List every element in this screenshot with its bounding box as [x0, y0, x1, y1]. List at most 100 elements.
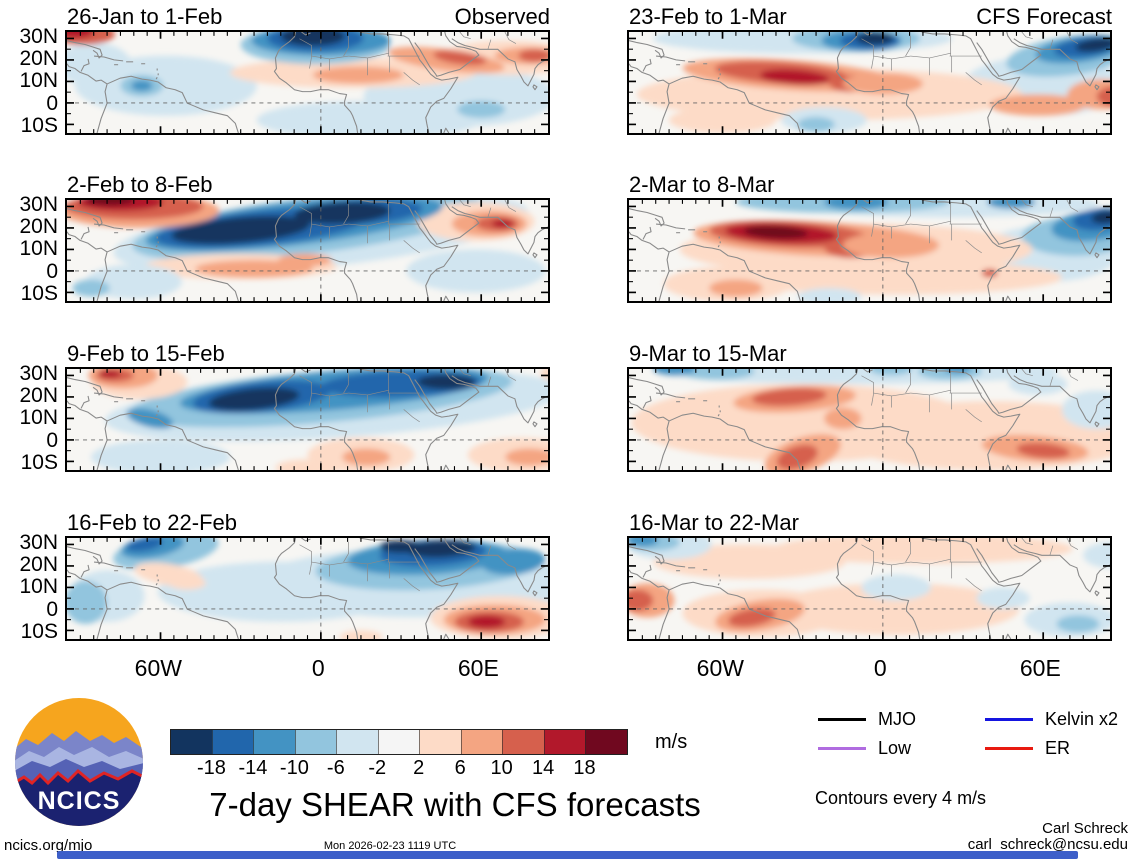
panel-title: 2-Mar to 8-Mar	[629, 172, 775, 197]
lat-tick-label: 10S	[20, 282, 58, 306]
colorbar-cell	[460, 730, 503, 754]
lon-tick-label: 60W	[134, 655, 182, 681]
colorbar-cell	[543, 730, 586, 754]
contour-map-svg	[629, 200, 1110, 301]
credit-email: carl_schreck@ncsu.edu	[967, 836, 1128, 853]
lat-tick-label: 10N	[19, 237, 58, 261]
lat-tick-label: 30N	[19, 24, 58, 48]
colorbar-cell	[419, 730, 461, 754]
map-panel-obs-week1: 26-Jan to 1-Feb Observed	[65, 3, 550, 135]
colorbar-tick-label: 14	[531, 757, 555, 779]
colorbar-tick-label: 2	[413, 757, 425, 779]
lat-tick-label: 10N	[19, 69, 58, 93]
logo-base	[15, 771, 143, 826]
colorbar-tick-label: 18	[573, 757, 596, 779]
map-panel-fcst-week2: 2-Mar to 8-Mar	[627, 171, 1112, 303]
lon-tick-label: 60E	[457, 655, 499, 681]
lat-tick-label: 20N	[19, 47, 58, 71]
colorbar-cell	[377, 730, 420, 754]
panel-corner-label: Observed	[454, 4, 550, 29]
mjo-line-swatch	[818, 717, 866, 721]
colorbar-tick-label: 10	[490, 757, 513, 779]
shear-anomaly-map	[65, 30, 550, 135]
timestamp: Mon 2026-02-23 1119 UTC	[323, 840, 457, 852]
low-line-swatch	[818, 746, 866, 750]
panel-corner-label: CFS Forecast	[976, 4, 1112, 29]
contour-map-svg	[629, 32, 1110, 133]
lat-tick-label: 0	[46, 259, 58, 283]
logo-text: NCICS	[38, 787, 121, 815]
map-panel-obs-week4: 16-Feb to 22-Feb	[65, 509, 550, 641]
kelvin-line-swatch	[985, 717, 1033, 721]
ncics-logo: NCICS	[15, 698, 143, 826]
shear-anomaly-map	[627, 536, 1112, 641]
lon-tick-label: 0	[311, 655, 325, 681]
colorbar-tick-label: -10	[279, 757, 309, 779]
lat-tick-label: 10N	[19, 406, 58, 430]
shear-anomaly-map	[65, 367, 550, 472]
lon-tick-label: 0	[873, 655, 887, 681]
panel-title: 2-Feb to 8-Feb	[67, 172, 213, 197]
lat-tick-label: 0	[46, 428, 58, 452]
map-panel-fcst-week3: 9-Mar to 15-Mar	[627, 340, 1112, 472]
contour-interval-note: Contours every 4 m/s	[815, 788, 987, 808]
colorbar	[170, 729, 628, 755]
map-panel-obs-week3: 9-Feb to 15-Feb	[65, 340, 550, 472]
legend-label: ER	[1045, 737, 1071, 758]
panel-title: 16-Mar to 22-Mar	[629, 510, 799, 535]
lat-tick-label: 30N	[19, 530, 58, 554]
colorbar-unit: m/s	[655, 731, 688, 753]
lat-tick-label: 10S	[20, 451, 58, 475]
shear-anomaly-map	[627, 198, 1112, 303]
panel-title: 23-Feb to 1-Mar	[629, 4, 787, 29]
panel-title: 16-Feb to 22-Feb	[67, 510, 237, 535]
map-panel-fcst-week1: 23-Feb to 1-Mar CFS Forecast	[627, 3, 1112, 135]
contour-map-svg	[67, 200, 548, 301]
credit-name: Carl Schreck	[1042, 820, 1128, 837]
shear-anomaly-map	[65, 536, 550, 641]
panel-title: 26-Jan to 1-Feb	[67, 4, 223, 29]
lat-tick-label: 20N	[19, 384, 58, 408]
lat-tick-label: 20N	[19, 553, 58, 577]
colorbar-tick-label: 6	[454, 757, 466, 779]
lat-tick-label: 0	[46, 597, 58, 621]
legend-item-low: Low	[818, 737, 911, 759]
colorbar-cell	[253, 730, 295, 754]
contour-map-svg	[629, 538, 1110, 639]
lat-tick-label: 10N	[19, 575, 58, 599]
colorbar-tick-label: -18	[197, 757, 226, 779]
contour-map-svg	[67, 369, 548, 470]
colorbar-cell	[336, 730, 378, 754]
lat-tick-label: 20N	[19, 215, 58, 239]
legend-label: Kelvin x2	[1045, 708, 1119, 729]
animation-progress-bar[interactable]	[57, 851, 1078, 859]
contour-map-svg	[629, 369, 1110, 470]
source-url: ncics.org/mjo	[4, 837, 93, 854]
lat-tick-label: 30N	[19, 192, 58, 216]
lat-tick-label: 0	[46, 91, 58, 115]
panel-title: 9-Feb to 15-Feb	[67, 341, 225, 366]
colorbar-cell	[211, 730, 254, 754]
figure-title: 7-day SHEAR with CFS forecasts	[209, 786, 701, 823]
er-line-swatch	[985, 746, 1033, 750]
map-panel-fcst-week4: 16-Mar to 22-Mar	[627, 509, 1112, 641]
shear-anomaly-map	[65, 198, 550, 303]
lon-tick-label: 60W	[696, 655, 744, 681]
contour-map-svg	[67, 32, 548, 133]
colorbar-cell	[171, 730, 212, 754]
lat-tick-label: 10S	[20, 620, 58, 644]
lon-tick-label: 60E	[1019, 655, 1061, 681]
legend-label: Low	[878, 737, 912, 758]
legend-item-er: ER	[985, 737, 1070, 759]
legend-label: MJO	[878, 708, 916, 729]
colorbar-tick-label: -6	[326, 757, 345, 779]
legend-item-mjo: MJO	[818, 708, 916, 730]
colorbar-cell	[294, 730, 337, 754]
colorbar-tick-label: -14	[238, 757, 268, 779]
contour-map-svg	[67, 538, 548, 639]
shear-anomaly-map	[627, 30, 1112, 135]
logo-red-ridgeline	[15, 768, 143, 786]
map-panel-obs-week2: 2-Feb to 8-Feb	[65, 171, 550, 303]
panel-title: 9-Mar to 15-Mar	[629, 341, 787, 366]
